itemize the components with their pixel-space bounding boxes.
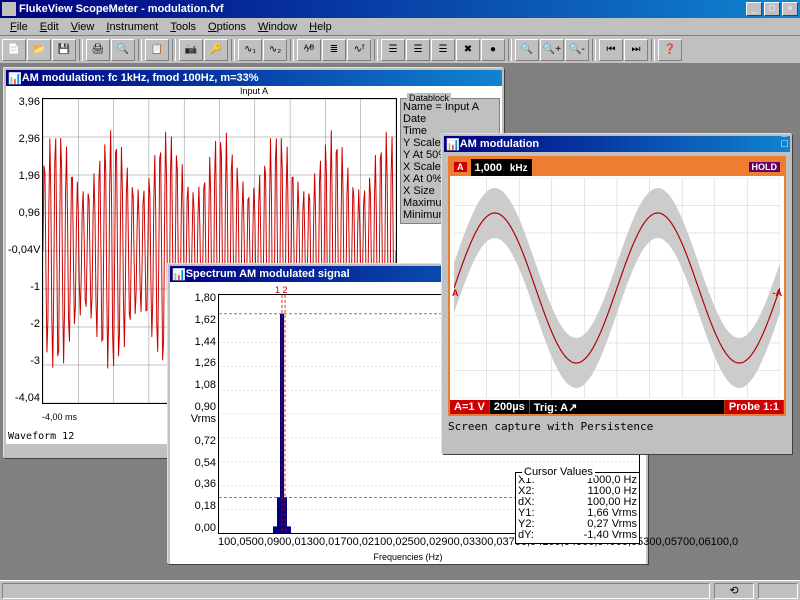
scope-frequency: 1,000 kHz — [471, 159, 532, 176]
toolbar-button[interactable]: 📋 — [145, 39, 169, 61]
y-tick: 0,36 — [172, 478, 216, 490]
scope-probe: Probe 1:1 — [725, 400, 784, 414]
scope-title: AM modulation — [460, 138, 782, 150]
app-titlebar: FlukeView ScopeMeter - modulation.fvf _ … — [0, 0, 800, 18]
menu-edit[interactable]: Edit — [34, 20, 65, 34]
toolbar-button[interactable]: ᴬ⁄ᴮ — [297, 39, 321, 61]
minimize-button[interactable]: _ — [746, 2, 762, 16]
y-tick: 1,96 — [8, 170, 40, 182]
cursor-value-row: dY:-1,40 Vrms — [518, 530, 637, 541]
toolbar-button[interactable]: ❓ — [658, 39, 682, 61]
toolbar-button[interactable]: 📄 — [2, 39, 26, 61]
status-bar: ⟲ — [0, 580, 800, 600]
y-tick: -3 — [8, 355, 40, 367]
spectrum-xlabel: Frequencies (Hz) — [170, 552, 646, 562]
toolbar-button[interactable]: ∿ᶠ — [347, 39, 371, 61]
y-tick: 1,26 — [172, 357, 216, 369]
hold-badge: HOLD — [749, 162, 781, 172]
y-tick: 0,00 — [172, 522, 216, 534]
toolbar-button[interactable]: ✖ — [456, 39, 480, 61]
app-icon — [2, 2, 16, 16]
chart-icon: 📊 — [446, 138, 460, 151]
app-title: FlukeView ScopeMeter - modulation.fvf — [19, 3, 746, 15]
toolbar-button[interactable]: 🔍 — [111, 39, 135, 61]
marker-a-right: -A — [773, 288, 783, 298]
child-maximize-button[interactable]: □ — [781, 138, 788, 150]
toolbar-button[interactable]: ∿₁ — [238, 39, 262, 61]
y-tick: -2 — [8, 318, 40, 330]
menu-instrument[interactable]: Instrument — [100, 20, 164, 34]
scope-svg — [454, 178, 780, 398]
menu-file[interactable]: File — [4, 20, 34, 34]
toolbar-button[interactable]: 📷 — [179, 39, 203, 61]
waveform-xlabel: -4,00 ms — [42, 412, 77, 422]
toolbar-button[interactable]: 🔑 — [204, 39, 228, 61]
menu-view[interactable]: View — [65, 20, 101, 34]
y-tick: -0,04V — [8, 244, 40, 256]
mdi-client-area: 📊 AM modulation: fc 1kHz, fmod 100Hz, m=… — [0, 64, 800, 580]
toolbar-button[interactable]: ⏮ — [599, 39, 623, 61]
toolbar-button[interactable]: 🖨 — [86, 39, 110, 61]
close-button[interactable]: × — [782, 2, 798, 16]
toolbar-button[interactable]: ⏭ — [624, 39, 648, 61]
y-tick: 0,90 Vrms — [172, 401, 216, 425]
channel-a-badge: A — [454, 162, 467, 172]
toolbar-button[interactable]: 💾 — [52, 39, 76, 61]
marker-a-left: A — [452, 288, 459, 298]
y-tick: 1,62 — [172, 314, 216, 326]
cursor-label: 1 2 — [275, 285, 288, 295]
y-tick: 1,80 — [172, 292, 216, 304]
child-minimize-button[interactable]: _ — [781, 126, 788, 138]
toolbar-button[interactable]: 🔍+ — [540, 39, 564, 61]
cursor-values-title: Cursor Values — [522, 466, 595, 478]
menu-options[interactable]: Options — [202, 20, 252, 34]
menu-tools[interactable]: Tools — [164, 20, 202, 34]
toolbar-button[interactable]: ☰ — [381, 39, 405, 61]
y-tick: -1 — [8, 281, 40, 293]
y-tick: 0,18 — [172, 500, 216, 512]
toolbar-button[interactable]: 🔍- — [565, 39, 589, 61]
y-tick: 0,54 — [172, 457, 216, 469]
y-tick: 2,96 — [8, 133, 40, 145]
y-tick: 3,96 — [8, 96, 40, 108]
chart-icon: 📊 — [8, 72, 22, 85]
toolbar-button[interactable]: ☰ — [431, 39, 455, 61]
scope-scale: A=1 V — [450, 400, 490, 414]
toolbar-button[interactable]: ● — [481, 39, 505, 61]
y-tick: 1,44 — [172, 336, 216, 348]
toolbar-button[interactable]: 🔍 — [515, 39, 539, 61]
chart-icon: 📊 — [172, 268, 186, 281]
toolbar-button[interactable]: ∿₂ — [263, 39, 287, 61]
scope-caption: Screen capture with Persistence — [448, 420, 786, 433]
menu-window[interactable]: Window — [252, 20, 303, 34]
scope-window[interactable]: 📊 AM modulation _ □ × A 1,000 kHz HOLD — [442, 134, 792, 454]
y-tick: 0,72 — [172, 435, 216, 447]
scope-trig: Trig: A↗ — [530, 400, 725, 414]
scope-timebase: 200µs — [490, 400, 530, 414]
menu-help[interactable]: Help — [303, 20, 338, 34]
menu-bar: FileEditViewInstrumentToolsOptionsWindow… — [0, 18, 800, 36]
toolbar-button[interactable]: 📂 — [27, 39, 51, 61]
datablock-row: Date — [403, 113, 497, 125]
y-tick: -4,04 — [8, 392, 40, 404]
scope-screen: A 1,000 kHz HOLD A -A A=1 V 200µs — [448, 156, 786, 416]
datablock-title: Datablock — [407, 93, 451, 103]
cursor-values-panel: Cursor Values X1:1000,0 HzX2:1100,0 HzdX… — [515, 472, 640, 544]
y-tick: 1,08 — [172, 379, 216, 391]
waveform-footer: Waveform 12 — [8, 431, 74, 442]
y-tick: 0,96 — [8, 207, 40, 219]
toolbar-button[interactable]: ≣ — [322, 39, 346, 61]
toolbar: 📄📂💾🖨🔍📋📷🔑∿₁∿₂ᴬ⁄ᴮ≣∿ᶠ☰☰☰✖●🔍🔍+🔍-⏮⏭❓ — [0, 36, 800, 64]
maximize-button[interactable]: □ — [764, 2, 780, 16]
toolbar-button[interactable]: ☰ — [406, 39, 430, 61]
waveform-title: AM modulation: fc 1kHz, fmod 100Hz, m=33… — [22, 72, 500, 84]
